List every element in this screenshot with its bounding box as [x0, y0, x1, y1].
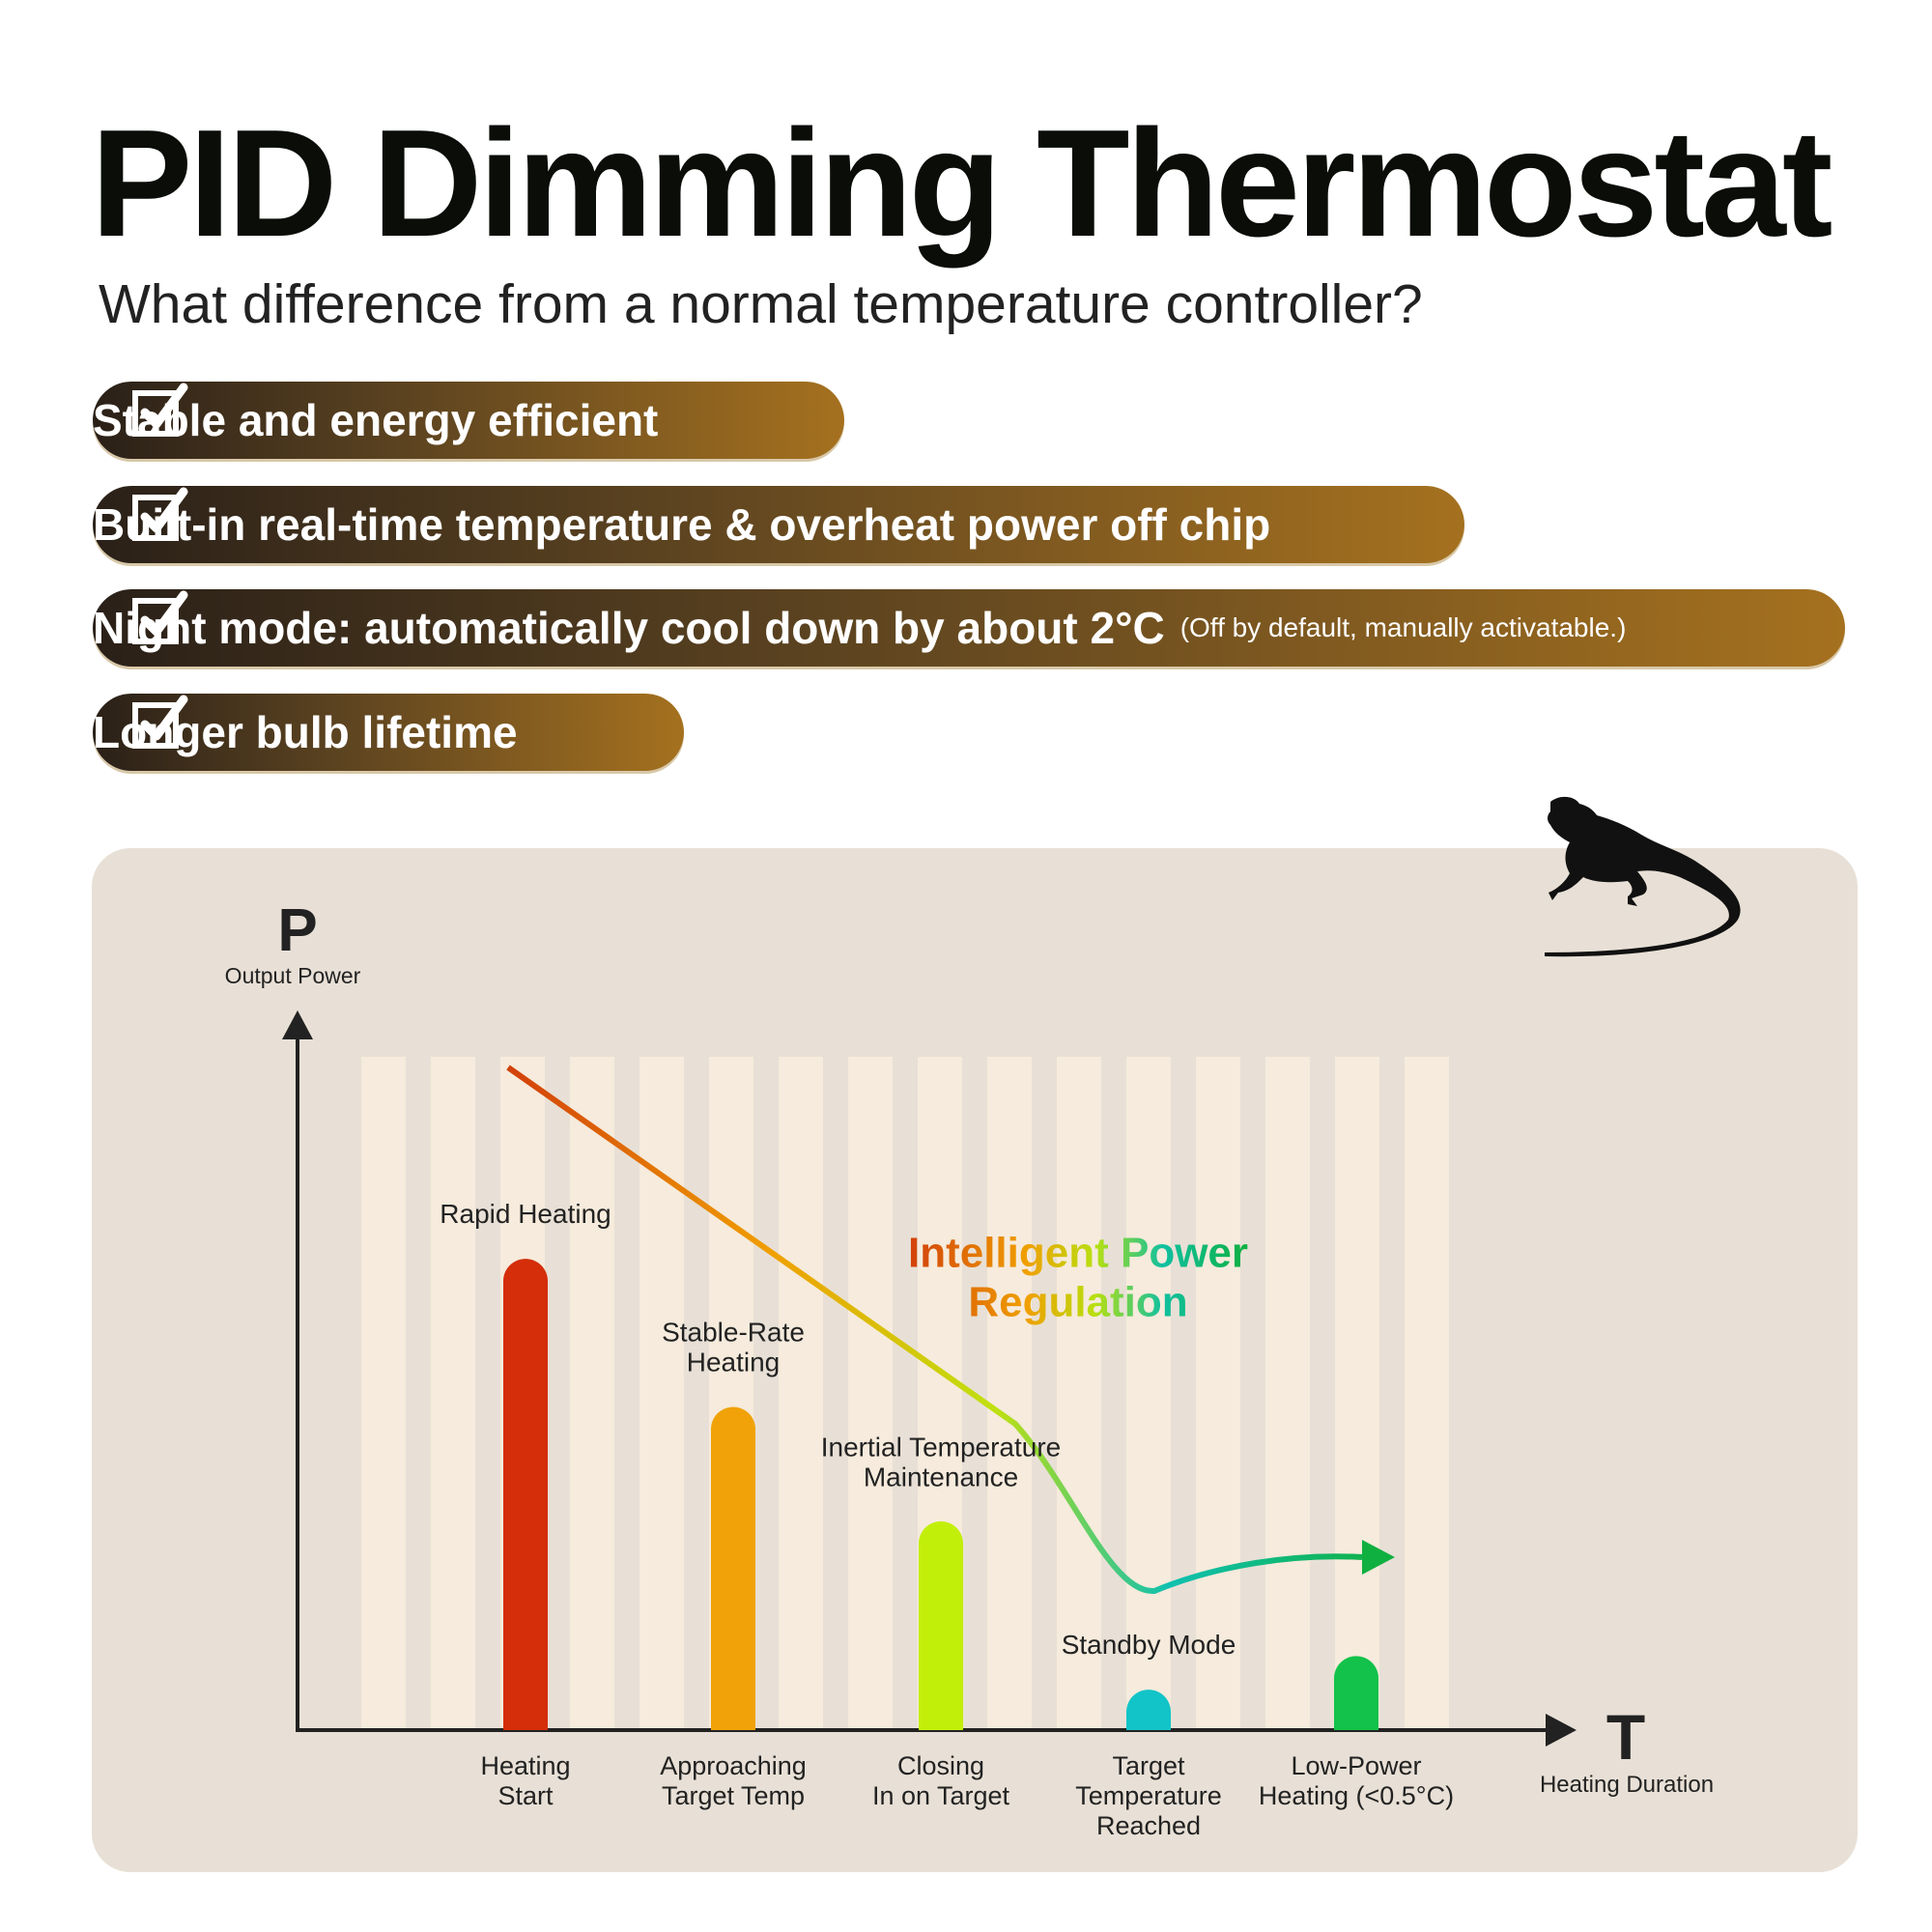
bar [503, 1259, 548, 1730]
bar [711, 1406, 755, 1730]
y-axis-sublabel: Output Power [224, 963, 361, 988]
x-category-label: Target Temperature Reached [1075, 1751, 1222, 1841]
feature-text: Built-in real-time temperature & overhea… [93, 499, 1271, 550]
stripe [848, 1057, 893, 1730]
stripe [1126, 1057, 1171, 1730]
feature-pill: Longer bulb lifetime [93, 694, 684, 771]
x-category-label: Approaching Target Temp [660, 1751, 807, 1811]
feature-text: Night mode: automatically cool down by a… [93, 603, 1165, 653]
feature-note: (Off by default, manually activatable.) [1179, 612, 1627, 642]
feature-text: Stable and energy efficient [93, 395, 659, 445]
check-mark [140, 695, 188, 741]
stripe [1405, 1057, 1449, 1730]
title: PID Dimming Thermostat [91, 99, 1833, 269]
check-mark [140, 590, 188, 637]
lizard-icon [1545, 796, 1741, 957]
stage-label: Rapid Heating [440, 1199, 611, 1230]
stripe [639, 1057, 684, 1730]
check-icon [132, 487, 188, 541]
stripe [1265, 1057, 1310, 1730]
check-box [132, 702, 179, 749]
check-box [132, 495, 179, 541]
subtitle: What difference from a normal temperatur… [99, 273, 1423, 335]
check-box [132, 598, 179, 644]
trend-curve [506, 1065, 1363, 1595]
stage-label: Inertial Temperature Maintenance [820, 1432, 1062, 1492]
stripe [987, 1057, 1032, 1730]
x-axis-sublabel: Heating Duration [1539, 1772, 1715, 1798]
bar [919, 1520, 963, 1730]
stripe [431, 1057, 475, 1730]
feature-pill: Stable and energy efficient [93, 382, 844, 459]
x-category-label: Heating Start [480, 1751, 571, 1811]
stripe [1057, 1057, 1101, 1730]
check-mark [140, 487, 188, 533]
x-axis-arrow [1546, 1714, 1577, 1747]
curve-arrow [1362, 1540, 1395, 1575]
check-mark [140, 383, 188, 429]
curve-annotation: Intelligent Power Regulation [907, 1229, 1249, 1325]
stripe [570, 1057, 614, 1730]
stripe [1196, 1057, 1240, 1730]
y-axis-label: P [277, 897, 318, 964]
check-icon [132, 590, 188, 644]
y-axis-arrow [282, 1010, 313, 1039]
feature-pill: Built-in real-time temperature & overhea… [93, 486, 1464, 563]
feature-pill: Night mode: automatically cool down by a… [93, 589, 1845, 667]
bar [1334, 1656, 1378, 1730]
stripe [779, 1057, 823, 1730]
stage-label: Stable-Rate Heating [662, 1317, 805, 1378]
stripes [361, 1057, 1449, 1730]
check-icon [132, 383, 188, 437]
bar [1126, 1690, 1171, 1730]
x-category-label: Closing In on Target [871, 1751, 1010, 1811]
x-axis-label: T [1605, 1701, 1646, 1773]
stage-label: Standby Mode [1061, 1630, 1236, 1661]
stripe [361, 1057, 406, 1730]
stripe [1335, 1057, 1379, 1730]
check-box [132, 390, 179, 437]
x-category-label: Low-Power Heating (<0.5°C) [1258, 1751, 1455, 1811]
check-icon [132, 695, 188, 749]
